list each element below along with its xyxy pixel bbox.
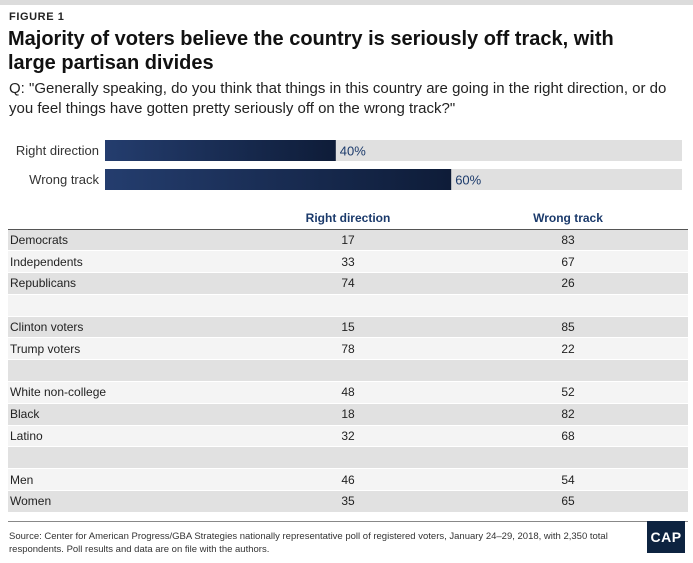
page-title: Majority of voters believe the country i…	[8, 28, 614, 74]
bar-value-label-right-direction: 40%	[340, 144, 366, 159]
table-row: Independents 33 67	[8, 250, 688, 274]
table-header-row: Right direction Wrong track	[8, 208, 688, 230]
row-label: Democrats	[8, 229, 248, 252]
row-label: Trump voters	[8, 337, 248, 361]
table-header-wrong-track: Wrong track	[448, 208, 688, 230]
right-direction-value: 35	[248, 490, 448, 513]
row-label: Women	[8, 490, 248, 513]
table-spacer-row	[8, 446, 688, 470]
row-label	[8, 359, 248, 383]
row-label: Clinton voters	[8, 316, 248, 339]
right-direction-value: 46	[248, 468, 448, 492]
table-row: Democrats 17 83	[8, 229, 688, 252]
wrong-track-value: 26	[448, 272, 688, 295]
table-header-blank	[8, 208, 248, 230]
table-row: Black 18 82	[8, 403, 688, 426]
table-row: Women 35 65	[8, 490, 688, 513]
row-label: Independents	[8, 250, 248, 274]
top-rule	[0, 0, 693, 5]
right-direction-value: 17	[248, 229, 448, 252]
table-row: Republicans 74 26	[8, 272, 688, 295]
right-direction-value	[248, 446, 448, 470]
bar-category-label-wrong-track: Wrong track	[29, 172, 99, 187]
right-direction-value	[248, 294, 448, 317]
source-note: Source: Center for American Progress/GBA…	[9, 531, 608, 555]
wrong-track-value: 82	[448, 403, 688, 426]
right-direction-value: 78	[248, 337, 448, 361]
right-direction-value: 32	[248, 425, 448, 448]
bar-wrong-track	[105, 169, 452, 190]
figure-label: FIGURE 1	[9, 11, 65, 23]
wrong-track-value: 67	[448, 250, 688, 274]
table-row: Trump voters 78 22	[8, 337, 688, 361]
row-label: Men	[8, 468, 248, 492]
footer-divider	[8, 521, 688, 522]
row-label	[8, 446, 248, 470]
right-direction-value: 48	[248, 381, 448, 404]
right-direction-value	[248, 359, 448, 383]
right-direction-value: 74	[248, 272, 448, 295]
wrong-track-value: 65	[448, 490, 688, 513]
wrong-track-value	[448, 294, 688, 317]
bar-value-label-wrong-track: 60%	[455, 173, 481, 188]
wrong-track-value: 22	[448, 337, 688, 361]
row-label	[8, 294, 248, 317]
table-row: Men 46 54	[8, 468, 688, 492]
results-table: Right direction Wrong track Democrats 17 83…	[8, 208, 688, 513]
wrong-track-value: 52	[448, 381, 688, 404]
cap-logo: CAP	[647, 521, 685, 553]
wrong-track-value: 54	[448, 468, 688, 492]
bar-chart: Right direction 40% Wrong track 60%	[16, 140, 682, 190]
right-direction-value: 33	[248, 250, 448, 274]
table-spacer-row	[8, 294, 688, 317]
wrong-track-value	[448, 446, 688, 470]
row-label: Republicans	[8, 272, 248, 295]
right-direction-value: 18	[248, 403, 448, 426]
row-label: Black	[8, 403, 248, 426]
survey-question: Q: "Generally speaking, do you think tha…	[9, 80, 667, 117]
table-spacer-row	[8, 359, 688, 383]
table-row: Clinton voters 15 85	[8, 316, 688, 339]
wrong-track-value: 85	[448, 316, 688, 339]
row-label: White non-college	[8, 381, 248, 404]
bar-right-direction	[105, 140, 336, 161]
wrong-track-value: 68	[448, 425, 688, 448]
table-row: Latino 32 68	[8, 425, 688, 448]
row-label: Latino	[8, 425, 248, 448]
table-header-right-direction: Right direction	[248, 208, 448, 230]
wrong-track-value	[448, 359, 688, 383]
wrong-track-value: 83	[448, 229, 688, 252]
table-row: White non-college 48 52	[8, 381, 688, 404]
right-direction-value: 15	[248, 316, 448, 339]
bar-category-label-right-direction: Right direction	[16, 143, 99, 158]
